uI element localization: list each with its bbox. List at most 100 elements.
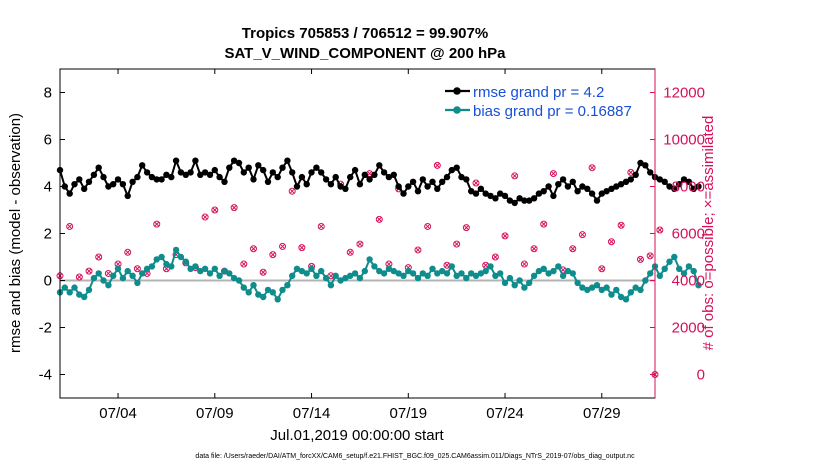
bias-series-point [134,279,141,287]
obs-possible-circle [346,248,354,256]
bias-series-point [535,267,543,275]
obs-possible-circle [66,222,74,230]
rmse-series-point [313,164,320,171]
obs-assimilated-cross [270,252,276,258]
bias-series-point [240,284,247,291]
bias-series-point [453,272,460,279]
bias-series-point [206,270,214,277]
bias-series-point [313,272,320,279]
rmse-series-point [405,183,412,190]
bias-series-point [409,270,417,277]
ticks-layer: 07/04 07/09 07/14 07/19 07/24 07/29-4-2024680… [39,69,705,422]
bias-series-point [250,282,257,289]
obs-possible-circle [279,242,287,250]
x-tick-label: 07/19 [390,405,428,422]
bias-series-point [511,282,518,289]
data-file-footnote: data file: /Users/raeder/DAI/ATM_forcXX/… [195,453,635,460]
obs-assimilated-cross [280,244,285,249]
bias-series-point [588,284,596,291]
obs-assimilated-cross [454,241,460,247]
obs-assimilated-cross [67,224,73,229]
obs-count-marker [259,268,267,276]
rmse-series-point [361,171,368,178]
obs-assimilated-cross [76,274,82,280]
rmse-series-point [347,173,354,181]
rmse-series-point [100,173,107,181]
bias-series-point [308,265,315,272]
bias-series-point [526,279,533,287]
bias-series-point [187,265,194,272]
bias-series-point [230,274,238,282]
y-left-tick-label: 4 [44,179,52,196]
legend-bias-marker [453,106,461,114]
obs-possible-circle [249,245,257,253]
obs-possible-circle [569,245,577,253]
rmse-series-point [269,169,276,176]
rmse-series-point [71,181,78,188]
bias-series-point [671,253,678,261]
obs-possible-circle [501,232,509,240]
obs-assimilated-cross [328,273,334,279]
obs-assimilated-cross [541,221,547,227]
obs-possible-circle [414,246,422,254]
bias-series-point [139,270,146,277]
bias-series-point [158,253,165,261]
rmse-series-point [482,190,489,197]
bias-series-point [293,265,301,272]
bias-series-point [356,274,364,282]
rmse-series-point [414,188,422,195]
rmse-series-point [264,178,272,185]
obs-count-marker [491,253,499,261]
obs-count-marker [462,224,470,232]
bias-series-point [361,267,368,275]
bias-series-point [492,272,499,279]
rmse-series-point [574,188,581,195]
obs-possible-circle [433,161,441,169]
y-right-tick-label: 4000 [672,273,705,290]
rmse-series-point [177,169,185,176]
legend: rmse grand pr = 4.2 bias grand pr = 0.16… [445,84,632,120]
bias-series-point [366,256,373,263]
obs-count-marker [133,265,141,273]
bias-series-point [540,265,547,272]
bias-series-point [119,274,127,282]
bias-series-point [66,289,73,296]
obs-assimilated-cross [589,165,595,171]
obs-assimilated-cross [647,253,653,259]
bias-series-point [279,286,286,294]
rmse-series-point [356,181,364,188]
bias-series-point [371,263,378,270]
obs-assimilated-cross [386,261,392,267]
bias-series-point [603,284,610,291]
obs-assimilated-cross [299,245,305,250]
obs-possible-circle [75,273,83,281]
obs-assimilated-cross [463,225,469,230]
obs-assimilated-cross [473,180,479,186]
rmse-series-point [163,171,170,178]
obs-possible-circle [424,222,432,230]
rmse-series-point [516,195,523,202]
obs-assimilated-cross [289,188,295,194]
rmse-series-point [497,190,504,197]
rmse-series-point [564,183,572,190]
bias-series-point [192,263,199,270]
bias-series-point [163,260,170,268]
rmse-series-point [642,162,649,169]
bias-series-point [690,267,697,275]
rmse-series-point [530,195,538,202]
bias-series-point [574,279,581,287]
obs-count-marker [95,253,103,261]
obs-possible-circle [453,240,461,248]
bias-series-point [622,296,630,303]
bias-series-point [197,267,204,275]
rmse-series-point [216,173,223,181]
obs-assimilated-cross [609,239,614,245]
rmse-series-point [206,171,214,178]
rmse-series-point [255,162,262,169]
bias-series-point [434,270,441,277]
obs-count-marker [598,265,606,273]
bias-series-point [695,282,702,289]
obs-count-marker [530,245,538,253]
bias-series-point [245,289,252,296]
bias-series-point [680,270,688,277]
